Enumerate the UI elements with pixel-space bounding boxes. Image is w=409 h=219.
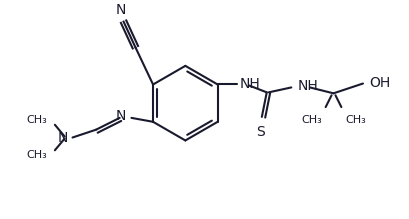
Text: CH₃: CH₃ [301, 115, 322, 125]
Text: CH₃: CH₃ [345, 115, 366, 125]
Text: N: N [115, 109, 126, 123]
Text: S: S [256, 125, 265, 139]
Text: CH₃: CH₃ [26, 115, 47, 125]
Text: N: N [57, 131, 67, 145]
Text: NH: NH [297, 79, 318, 94]
Text: N: N [115, 3, 126, 17]
Text: NH: NH [239, 76, 260, 90]
Text: CH₃: CH₃ [26, 150, 47, 160]
Text: OH: OH [369, 76, 390, 90]
